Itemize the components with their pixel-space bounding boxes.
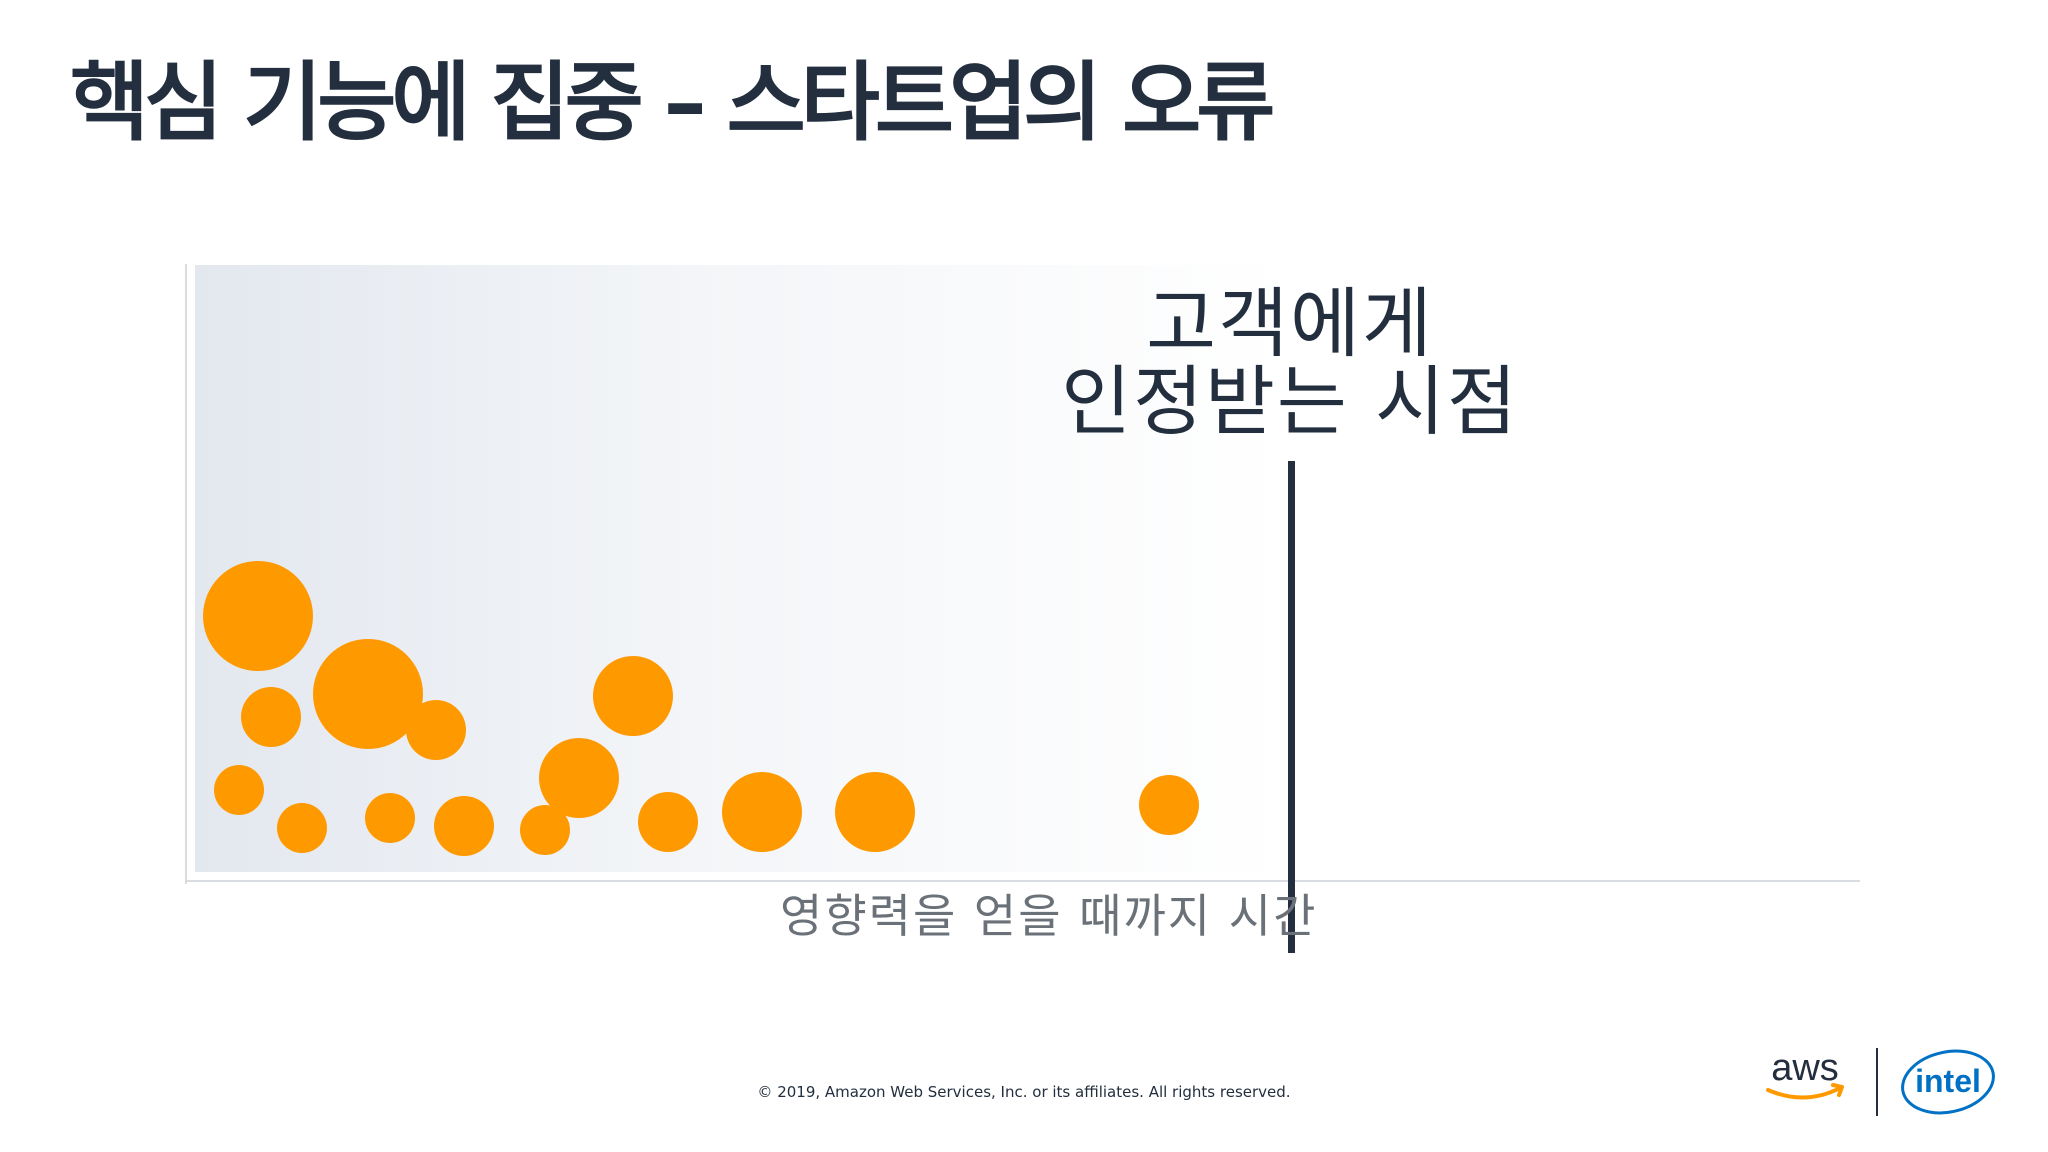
feature-bubble (313, 639, 423, 749)
feature-bubble (638, 792, 698, 852)
marker-label-line-2: 인정받는 시점 (1061, 357, 1519, 446)
feature-bubble (203, 561, 313, 671)
logo-divider (1876, 1048, 1878, 1116)
chart-background-panel (195, 265, 1288, 872)
x-axis-label: 영향력을 얻을 때까지 시간 (780, 889, 1318, 943)
feature-bubble (277, 803, 327, 853)
copyright-notice: © 2019, Amazon Web Services, Inc. or its… (757, 1083, 1291, 1101)
feature-bubble (835, 772, 915, 852)
feature-bubble (365, 793, 415, 843)
x-axis-line (185, 880, 1860, 882)
feature-bubble (406, 700, 466, 760)
feature-bubble (1139, 775, 1199, 835)
marker-label-line-1: 고객에게 (1146, 279, 1434, 368)
intel-logo: intel (1901, 1049, 1995, 1115)
feature-bubble (593, 656, 673, 736)
slide-title: 핵심 기능에 집중 – 스타트업의 오류 (70, 53, 1275, 153)
y-axis-line (185, 264, 187, 884)
aws-logo: aws (1766, 1047, 1844, 1100)
marker-label: 고객에게 인정받는 시점 (1040, 285, 1540, 441)
feature-bubble (722, 772, 802, 852)
customer-recognition-marker (1288, 461, 1295, 953)
intel-logo-text: intel (1915, 1063, 1981, 1099)
feature-bubble (241, 687, 301, 747)
feature-bubble (214, 765, 264, 815)
feature-bubble (539, 738, 619, 818)
aws-logo-text: aws (1771, 1047, 1839, 1089)
feature-bubble (434, 796, 494, 856)
